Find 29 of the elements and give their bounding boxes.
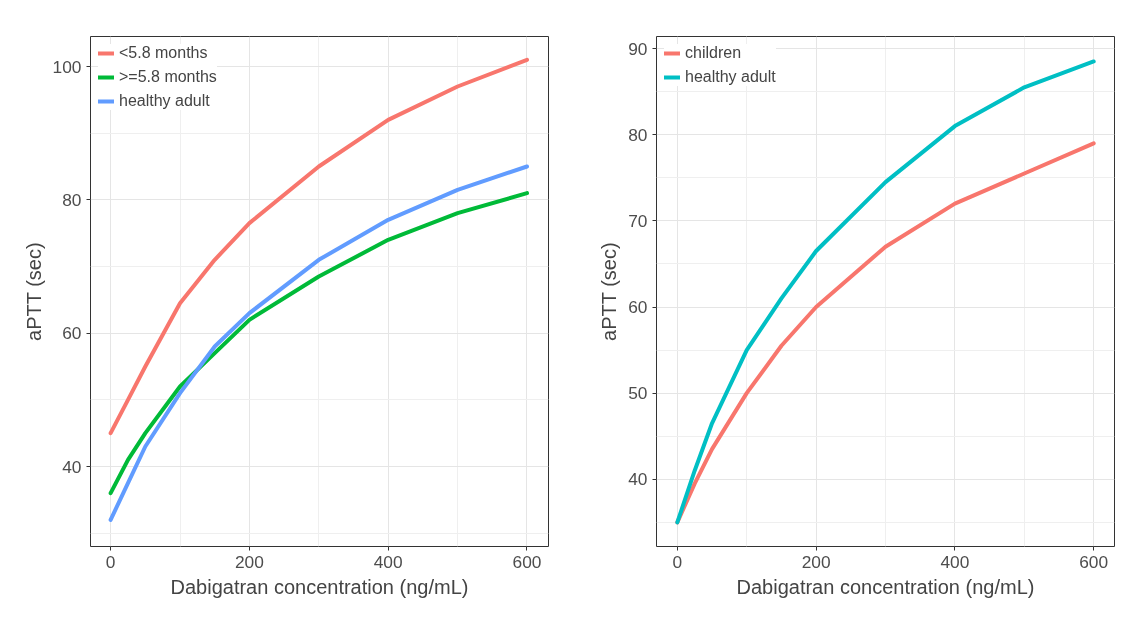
y-tick-label: 60 bbox=[62, 323, 82, 344]
x-tick-label: 600 bbox=[1079, 551, 1109, 572]
x-tick-label: 600 bbox=[512, 551, 542, 572]
x-tick-label: 0 bbox=[672, 551, 683, 572]
y-tick-label: 50 bbox=[628, 383, 648, 404]
y-tick-label: 70 bbox=[628, 210, 648, 231]
y-tick-label: 90 bbox=[628, 38, 648, 59]
line-series bbox=[675, 59, 1096, 525]
y-tick-label: 100 bbox=[52, 56, 82, 77]
x-tick-label: 0 bbox=[105, 551, 116, 572]
y-tick-label: 80 bbox=[628, 124, 648, 145]
y-axis-title: aPTT (sec) bbox=[598, 242, 621, 341]
y-tick-label: 40 bbox=[628, 469, 648, 490]
x-tick-label: 200 bbox=[801, 551, 831, 572]
x-axis-title: Dabigatran concentration (ng/mL) bbox=[736, 575, 1035, 598]
y-tick-label: 40 bbox=[62, 456, 82, 477]
x-tick-label: 200 bbox=[234, 551, 264, 572]
legend-label: >=5.8 months bbox=[119, 68, 217, 86]
y-tick-label: 60 bbox=[628, 297, 648, 318]
legend-label: healthy adult bbox=[119, 92, 210, 110]
line-series bbox=[108, 57, 529, 436]
x-tick-label: 400 bbox=[373, 551, 403, 572]
legend-label: healthy adult bbox=[685, 68, 776, 86]
x-axis-title: Dabigatran concentration (ng/mL) bbox=[170, 575, 469, 598]
y-axis-title: aPTT (sec) bbox=[22, 242, 45, 341]
legend-label: <5.8 months bbox=[119, 44, 208, 62]
y-tick-label: 80 bbox=[62, 189, 82, 210]
legend-label: children bbox=[685, 44, 742, 62]
x-tick-label: 400 bbox=[940, 551, 970, 572]
